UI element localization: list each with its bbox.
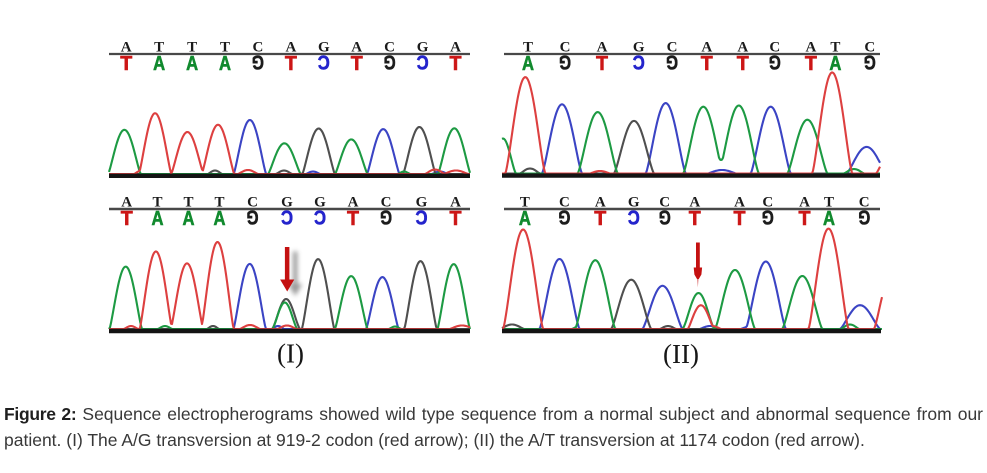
- svg-text:G: G: [633, 39, 645, 55]
- svg-text:T: T: [737, 53, 749, 75]
- svg-text:G: G: [318, 39, 330, 55]
- svg-text:C: C: [633, 51, 645, 73]
- svg-text:G: G: [628, 194, 640, 210]
- svg-text:T: T: [450, 53, 462, 75]
- svg-text:C: C: [314, 206, 326, 228]
- svg-text:A: A: [121, 194, 132, 210]
- svg-text:C: C: [417, 51, 429, 73]
- svg-text:T: T: [152, 194, 162, 210]
- svg-text:C: C: [247, 194, 258, 210]
- svg-text:A: A: [595, 194, 606, 210]
- svg-text:A: A: [701, 39, 712, 55]
- svg-text:G: G: [247, 206, 259, 228]
- svg-text:A: A: [214, 208, 226, 230]
- svg-text:A: A: [597, 39, 608, 55]
- svg-text:A: A: [285, 39, 296, 55]
- svg-text:C: C: [659, 194, 670, 210]
- svg-text:C: C: [560, 39, 571, 55]
- svg-text:T: T: [830, 39, 840, 55]
- svg-text:C: C: [416, 206, 428, 228]
- svg-text:G: G: [858, 206, 870, 228]
- svg-text:A: A: [734, 194, 745, 210]
- svg-text:G: G: [864, 51, 876, 73]
- svg-text:A: A: [351, 39, 362, 55]
- svg-text:G: G: [558, 206, 570, 228]
- svg-text:C: C: [769, 39, 780, 55]
- svg-text:T: T: [596, 53, 608, 75]
- svg-text:C: C: [628, 206, 640, 228]
- svg-text:A: A: [348, 194, 359, 210]
- svg-text:A: A: [799, 194, 810, 210]
- svg-text:T: T: [183, 194, 193, 210]
- svg-text:C: C: [281, 206, 293, 228]
- svg-text:T: T: [121, 208, 133, 230]
- svg-text:C: C: [381, 194, 392, 210]
- svg-text:C: C: [559, 194, 570, 210]
- svg-text:G: G: [252, 51, 264, 73]
- svg-text:T: T: [824, 194, 834, 210]
- svg-text:A: A: [183, 208, 195, 230]
- svg-text:A: A: [522, 53, 534, 75]
- svg-text:T: T: [450, 208, 462, 230]
- svg-text:T: T: [285, 53, 297, 75]
- svg-text:G: G: [559, 51, 571, 73]
- svg-text:A: A: [450, 194, 461, 210]
- svg-text:A: A: [153, 53, 165, 75]
- svg-text:T: T: [120, 53, 132, 75]
- svg-text:A: A: [186, 53, 198, 75]
- svg-text:T: T: [689, 208, 701, 230]
- svg-text:T: T: [594, 208, 606, 230]
- svg-text:A: A: [737, 39, 748, 55]
- svg-text:A: A: [805, 39, 816, 55]
- svg-text:T: T: [799, 208, 811, 230]
- svg-text:A: A: [450, 39, 461, 55]
- svg-text:T: T: [220, 39, 230, 55]
- svg-text:G: G: [384, 51, 396, 73]
- svg-text:A: A: [689, 194, 700, 210]
- svg-text:A: A: [121, 39, 132, 55]
- svg-text:C: C: [318, 51, 330, 73]
- svg-text:G: G: [659, 206, 671, 228]
- svg-text:G: G: [417, 39, 429, 55]
- svg-text:A: A: [823, 208, 835, 230]
- svg-text:G: G: [416, 194, 428, 210]
- svg-text:G: G: [666, 51, 678, 73]
- svg-text:T: T: [214, 194, 224, 210]
- svg-text:T: T: [805, 53, 817, 75]
- svg-text:G: G: [314, 194, 326, 210]
- svg-text:A: A: [829, 53, 841, 75]
- svg-text:T: T: [351, 53, 363, 75]
- svg-text:C: C: [384, 39, 395, 55]
- svg-text:A: A: [519, 208, 531, 230]
- svg-text:T: T: [187, 39, 197, 55]
- svg-text:C: C: [667, 39, 678, 55]
- svg-text:(I): (I): [277, 339, 304, 369]
- svg-text:(II): (II): [663, 339, 699, 369]
- svg-text:A: A: [219, 53, 231, 75]
- svg-text:C: C: [864, 39, 875, 55]
- svg-text:G: G: [769, 51, 781, 73]
- svg-text:G: G: [762, 206, 774, 228]
- svg-text:A: A: [152, 208, 164, 230]
- svg-text:C: C: [859, 194, 870, 210]
- svg-text:G: G: [380, 206, 392, 228]
- svg-text:T: T: [734, 208, 746, 230]
- svg-text:T: T: [347, 208, 359, 230]
- svg-text:T: T: [523, 39, 533, 55]
- svg-text:G: G: [281, 194, 293, 210]
- svg-text:C: C: [762, 194, 773, 210]
- svg-text:C: C: [252, 39, 263, 55]
- svg-text:T: T: [701, 53, 713, 75]
- svg-text:T: T: [520, 194, 530, 210]
- svg-text:T: T: [154, 39, 164, 55]
